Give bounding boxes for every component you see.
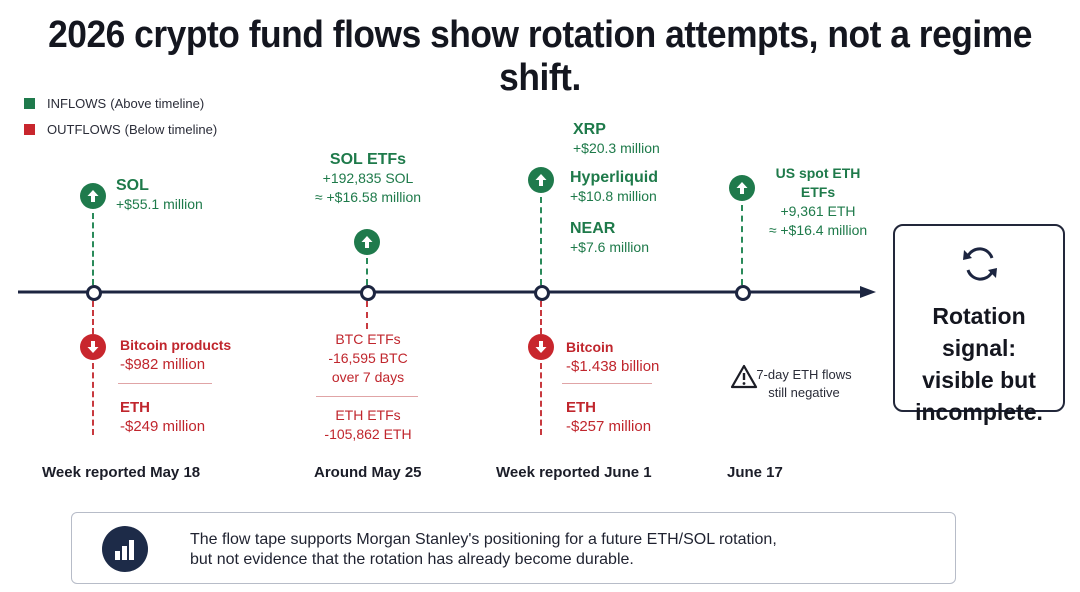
inflow-connector — [741, 205, 743, 285]
page-title: 2026 crypto fund flows show rotation att… — [48, 14, 1032, 99]
inflow-name: SOL ETFs — [329, 151, 407, 168]
period-label: June 17 — [727, 464, 783, 481]
outflow-arrow-down-icon — [80, 334, 106, 360]
outflow-eth-etfs: ETH ETFs -105,862 ETH — [302, 406, 434, 444]
rotation-signal-box: Rotation signal: visible but incomplete. — [893, 224, 1065, 425]
inflow-arrow-up-icon — [354, 229, 380, 255]
outflow-name: Bitcoin — [566, 339, 614, 355]
outflow-connector — [540, 301, 542, 334]
timeline-node — [86, 285, 102, 301]
outflow-btc-etfs: BTC ETFs -16,595 BTC over 7 days — [302, 330, 434, 387]
inflow-arrow-up-icon — [80, 183, 106, 209]
refresh-cycle-icon — [963, 247, 997, 281]
period-label: Week reported June 1 — [496, 464, 652, 481]
outflow-bitcoin-products: Bitcoin products -$982 million — [120, 336, 231, 374]
legend-outflows-label: OUTFLOWS — [47, 122, 121, 137]
inflow-name: XRP — [573, 121, 606, 138]
inflow-arrow-up-icon — [528, 167, 554, 193]
summary-text: The flow tape supports Morgan Stanley's … — [190, 530, 777, 570]
inflow-value: ≈ +$16.4 million — [768, 222, 868, 238]
outflow-value: -$257 million — [566, 418, 652, 435]
legend-outflows: OUTFLOWS (Below timeline) — [24, 122, 217, 137]
legend-inflows-swatch — [24, 98, 35, 109]
signal-line: incomplete. — [915, 399, 1043, 425]
outflow-connector — [92, 363, 94, 435]
inflow-value: +$10.8 million — [570, 188, 657, 204]
outflow-name: ETH — [566, 399, 596, 416]
outflow-name: ETH — [120, 399, 150, 416]
outflow-value: -$982 million — [120, 356, 206, 373]
note-line: still negative — [768, 385, 840, 400]
inflow-xrp: XRP +$20.3 million — [573, 120, 660, 158]
inflow-value: +$55.1 million — [116, 196, 203, 212]
timeline-axis — [18, 286, 876, 298]
inflow-arrow-up-icon — [729, 175, 755, 201]
legend-inflows: INFLOWS (Above timeline) — [24, 96, 204, 111]
warning-icon — [730, 364, 758, 389]
outflow-value: -$249 million — [120, 418, 206, 435]
outflow-name: Bitcoin products — [120, 337, 232, 353]
inflow-us-spot-eth-etfs: US spot ETH ETFs +9,361 ETH ≈ +$16.4 mil… — [760, 164, 876, 240]
inflow-name: Hyperliquid — [570, 169, 659, 186]
legend-inflows-note: (Above timeline) — [110, 96, 205, 111]
legend-outflows-swatch — [24, 124, 35, 135]
timeline-node — [735, 285, 751, 301]
signal-line: visible but — [922, 367, 1036, 393]
inflow-name: US spot ETH ETFs — [775, 165, 861, 200]
outflow-name: BTC ETFs — [335, 331, 401, 347]
timeline-node — [534, 285, 550, 301]
eth-flows-note: 7-day ETH flows still negative — [744, 366, 864, 402]
inflow-connector — [540, 197, 542, 285]
outflow-value: -105,862 ETH — [324, 426, 412, 442]
inflow-value: +$20.3 million — [573, 140, 660, 156]
outflow-name: ETH ETFs — [335, 407, 401, 423]
inflow-connector — [366, 258, 368, 285]
period-label: Week reported May 18 — [42, 464, 201, 481]
bar-chart-icon — [102, 526, 148, 572]
note-line: 7-day ETH flows — [756, 367, 852, 382]
outflow-value: -$1.438 billion — [566, 358, 660, 375]
timeline-node — [360, 285, 376, 301]
rotation-signal-text: Rotation signal: visible but incomplete. — [895, 300, 1063, 428]
inflow-sol: SOL +$55.1 million — [116, 176, 203, 214]
inflow-name: SOL — [116, 177, 149, 194]
outflow-eth: ETH -$249 million — [120, 398, 205, 436]
outflow-connector — [540, 363, 542, 435]
outflow-divider — [118, 383, 212, 384]
inflow-sol-etfs: SOL ETFs +192,835 SOL ≈ +$16.58 million — [302, 150, 434, 207]
inflow-name: NEAR — [570, 220, 616, 237]
legend-outflows-note: (Below timeline) — [124, 122, 218, 137]
signal-line: Rotation signal: — [932, 303, 1026, 361]
inflow-value: +192,835 SOL — [322, 170, 414, 186]
legend-inflows-label: INFLOWS — [47, 96, 107, 111]
timeline-arrow-icon — [860, 286, 876, 298]
summary-line: The flow tape supports Morgan Stanley's … — [190, 531, 777, 548]
inflow-value: ≈ +$16.58 million — [314, 189, 422, 205]
inflow-value: +$7.6 million — [570, 239, 649, 255]
period-label: Around May 25 — [314, 464, 422, 481]
inflow-near: NEAR +$7.6 million — [570, 219, 649, 257]
outflow-value: -16,595 BTC — [328, 350, 408, 366]
outflow-connector — [366, 301, 368, 329]
outflow-value: over 7 days — [331, 369, 405, 385]
inflow-value: +9,361 ETH — [780, 203, 856, 219]
outflow-divider — [316, 396, 418, 397]
summary-line: but not evidence that the rotation has a… — [190, 551, 634, 568]
outflow-eth: ETH -$257 million — [566, 398, 651, 436]
inflow-connector — [92, 213, 94, 285]
outflow-divider — [562, 383, 652, 384]
summary-box: The flow tape supports Morgan Stanley's … — [71, 512, 956, 584]
outflow-bitcoin: Bitcoin -$1.438 billion — [566, 338, 659, 376]
outflow-connector — [92, 301, 94, 334]
inflow-hyperliquid: Hyperliquid +$10.8 million — [570, 168, 658, 206]
outflow-arrow-down-icon — [528, 334, 554, 360]
